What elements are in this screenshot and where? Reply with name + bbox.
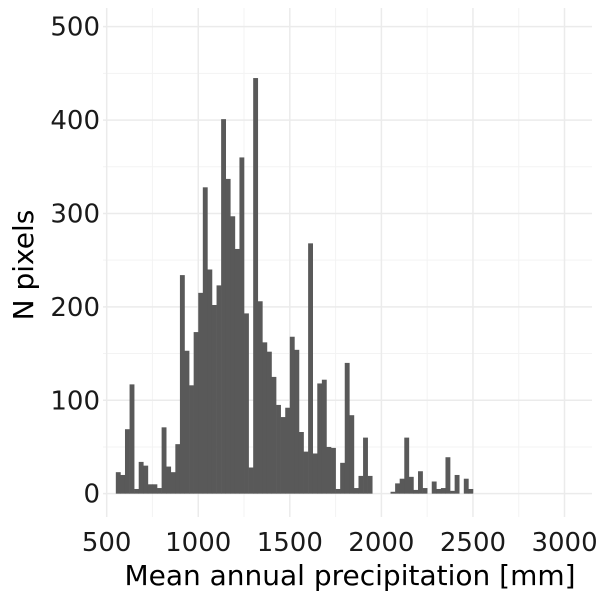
y-axis-title: N pixels [7,210,40,321]
histogram-bar [454,474,460,494]
histogram-bar [436,488,442,494]
histogram-bar [266,351,272,494]
histogram-bar [124,429,130,494]
histogram-bar [198,292,204,494]
histogram-bar [408,476,414,494]
histogram-bar [422,488,428,494]
histogram-bar [166,466,172,494]
histogram-bar [312,453,318,494]
histogram-bar [431,481,437,494]
histogram-bar [321,379,327,494]
histogram-bar [294,349,300,494]
x-tick-label: 2000 [348,528,414,558]
histogram-bar [440,488,446,494]
histogram-bar [413,489,419,494]
histogram-bar [358,475,364,494]
histogram-bar [248,467,254,494]
histogram-bar [225,178,231,494]
bars [115,78,474,494]
histogram-bar [234,248,240,494]
x-tick-label: 3000 [531,528,597,558]
histogram-bar [207,269,213,494]
histogram-bar [317,383,323,494]
histogram-bar [445,457,451,494]
histogram-bar [280,417,286,494]
histogram-bar [230,216,236,494]
histogram-bar [335,488,341,494]
histogram-bar [285,407,291,494]
x-tick-label: 2500 [440,528,506,558]
x-tick-label: 1000 [165,528,231,558]
histogram-bar [157,488,162,494]
histogram-bar [161,427,167,494]
y-tick-label: 300 [50,199,100,229]
histogram-bar [353,488,359,494]
histogram-bar [221,119,227,494]
histogram-bar [147,484,153,494]
histogram-bar [184,350,190,494]
histogram-bar [308,243,313,494]
histogram-bar [404,437,410,494]
histogram-bar [179,275,185,494]
histogram-bar [463,478,469,494]
x-tick-labels: 500 1000 1500 2000 2500 3000 [82,528,598,558]
y-tick-labels: 0 100 200 300 400 500 [50,13,100,510]
histogram-bar [143,465,149,494]
histogram-bar [115,472,121,494]
histogram-bar [344,362,350,494]
histogram-bar [326,446,332,494]
histogram-bar [349,415,355,494]
histogram-bar [134,488,140,494]
histogram-bar [253,78,259,494]
x-tick-label: 500 [82,528,132,558]
histogram-bar [138,461,144,494]
histogram-bar [399,478,405,494]
histogram-bar [202,187,208,494]
histogram-bar [390,491,396,494]
histogram-bar [129,384,135,494]
histogram-bar [276,404,281,494]
histogram-bar [340,462,346,494]
histogram-bar [193,332,199,494]
histogram-bar [170,472,176,494]
histogram-bar [303,451,309,494]
histogram-bar [468,488,474,494]
x-tick-label: 1500 [257,528,323,558]
y-tick-label: 400 [50,106,100,136]
histogram-bar [216,285,222,494]
histogram-bar [262,342,268,494]
y-tick-label: 100 [50,386,100,416]
histogram-bar [244,313,249,494]
y-tick-label: 500 [50,13,100,43]
x-axis-title: Mean annual precipitation [mm] [124,559,575,592]
histogram-bar [331,447,336,494]
histogram-bar [289,336,295,494]
histogram-bar [395,483,400,494]
histogram-bar [175,444,181,494]
histogram-bar [450,490,455,494]
histogram-bar [257,301,263,494]
y-tick-label: 200 [50,293,100,323]
histogram-bar [211,304,217,494]
histogram-bar [189,385,194,494]
y-tick-label: 0 [83,480,100,510]
histogram-bar [298,432,304,494]
histogram-bar [239,157,245,494]
histogram-bar [418,471,423,494]
histogram-bar [152,484,158,494]
histogram-bar [363,437,368,494]
histogram-bar [367,475,373,494]
histogram-bar [271,376,277,494]
histogram-bar [120,474,126,494]
